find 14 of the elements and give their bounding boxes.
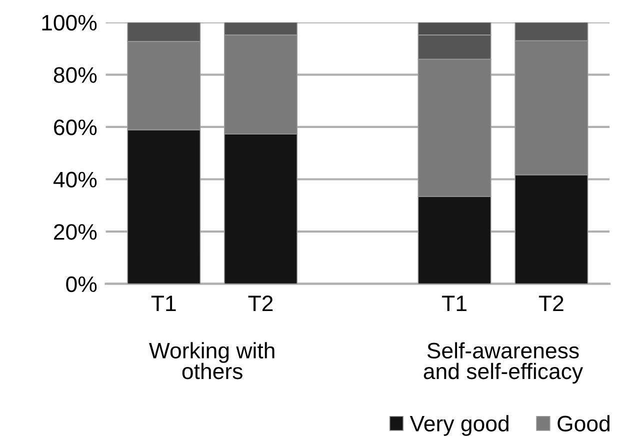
- y-tick-label: 80%: [54, 67, 97, 83]
- y-tick-label: 0%: [66, 276, 97, 292]
- y-tick-label: 40%: [53, 172, 97, 188]
- y-tick-label: 20%: [54, 224, 97, 240]
- legend-label: Very good: [410, 415, 508, 436]
- x-tick-label: T1: [151, 296, 176, 312]
- text: Self-awareness and self-efficacy: [424, 342, 584, 384]
- legend-label: Good: [558, 415, 610, 432]
- y-tick-label: 60%: [54, 119, 97, 136]
- x-tick-label: T1: [442, 296, 466, 312]
- x-tick-label: T2: [538, 296, 564, 312]
- text: Working with others: [149, 342, 274, 380]
- x-tick-label: T2: [248, 296, 273, 312]
- y-tick-label: 100%: [42, 14, 97, 31]
